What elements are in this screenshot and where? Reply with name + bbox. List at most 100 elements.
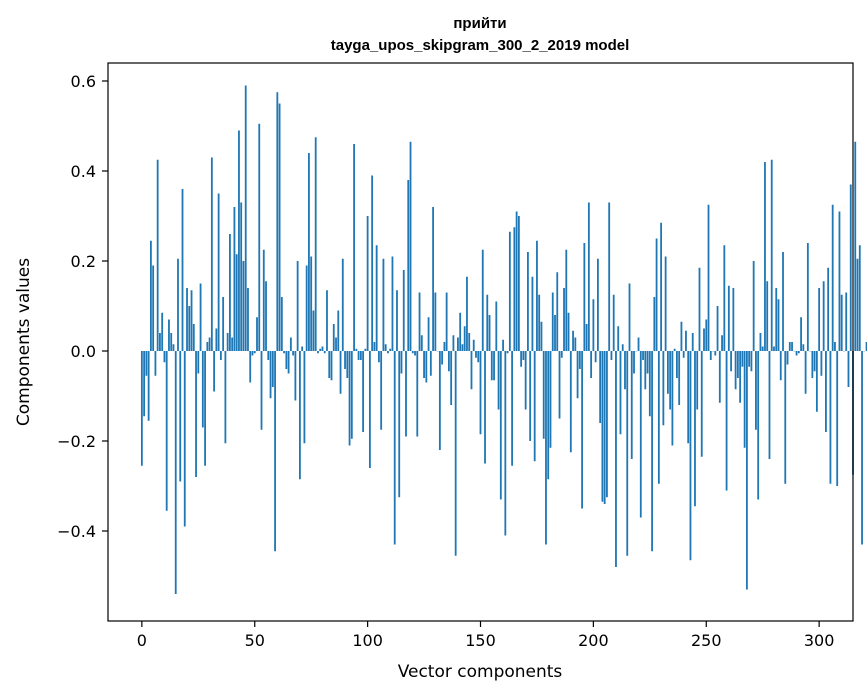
bar-262 [732, 288, 735, 351]
bar-128 [429, 351, 432, 376]
bar-198 [587, 202, 590, 351]
bar-71 [301, 346, 304, 351]
bar-220 [637, 337, 640, 351]
bar-298 [813, 351, 816, 372]
bar-97 [359, 351, 362, 360]
bar-319 [861, 351, 863, 545]
bar-136 [447, 351, 450, 372]
bar-186 [560, 351, 563, 358]
chart-title: прийти [453, 15, 506, 32]
bar-228 [655, 238, 658, 351]
bar-0 [140, 351, 143, 466]
bar-84 [330, 351, 333, 381]
bar-20 [186, 288, 188, 351]
bar-316 [854, 141, 857, 351]
bar-49 [251, 351, 254, 356]
bar-64 [285, 351, 288, 369]
bar-285 [784, 351, 787, 484]
bar-266 [741, 351, 744, 367]
bar-27 [201, 351, 204, 428]
bar-16 [177, 258, 179, 351]
bar-260 [727, 285, 730, 351]
bar-271 [752, 261, 755, 351]
bar-257 [721, 335, 723, 351]
bar-261 [730, 351, 732, 372]
x-tick-label: 50 [245, 631, 265, 650]
bar-133 [441, 351, 444, 365]
bar-174 [533, 351, 536, 462]
bar-80 [321, 346, 324, 351]
x-tick-label: 300 [804, 631, 835, 650]
bar-34 [217, 193, 220, 351]
bar-216 [628, 283, 631, 351]
bar-7 [156, 159, 159, 351]
bar-226 [651, 351, 653, 552]
bar-82 [326, 290, 328, 351]
bar-209 [612, 294, 615, 351]
bar-300 [818, 288, 821, 351]
bar-150 [479, 351, 482, 435]
bar-190 [569, 351, 572, 453]
bar-180 [547, 351, 550, 480]
bar-255 [716, 306, 719, 351]
bar-163 [508, 231, 511, 351]
bar-246 [696, 351, 699, 410]
x-axis-label: Vector components [398, 662, 563, 682]
bar-125 [423, 351, 425, 378]
bar-265 [739, 351, 742, 403]
bar-78 [317, 351, 319, 354]
bar-286 [786, 351, 789, 365]
bar-103 [373, 342, 376, 351]
bar-33 [215, 328, 218, 351]
bar-57 [269, 351, 272, 399]
bar-55 [265, 281, 267, 351]
bar-254 [714, 351, 717, 356]
bar-61 [278, 103, 281, 351]
bar-147 [472, 339, 475, 351]
bar-123 [418, 292, 421, 351]
bar-153 [486, 294, 489, 351]
bar-215 [626, 351, 629, 556]
bar-251 [707, 204, 710, 351]
bar-212 [619, 351, 622, 435]
bar-89 [341, 258, 344, 351]
bar-51 [256, 317, 258, 351]
bar-168 [520, 351, 523, 367]
bar-119 [409, 141, 412, 351]
bar-92 [348, 351, 351, 446]
bar-69 [296, 261, 299, 351]
bar-193 [576, 351, 579, 399]
bar-267 [743, 351, 746, 448]
bar-30 [208, 337, 211, 351]
bar-264 [736, 351, 739, 378]
bar-167 [517, 216, 520, 351]
x-axis-ticks: 0 50 100 150 200 250 300 [137, 621, 835, 650]
bar-231 [662, 351, 665, 426]
bar-225 [648, 351, 651, 417]
bar-259 [725, 351, 728, 491]
bar-181 [549, 351, 552, 448]
bar-81 [323, 351, 326, 354]
bar-43 [238, 130, 240, 351]
bar-179 [545, 351, 547, 545]
bar-182 [551, 292, 554, 351]
bar-126 [425, 351, 428, 383]
x-tick-label: 250 [691, 631, 722, 650]
bar-72 [303, 351, 306, 444]
bar-314 [849, 184, 852, 351]
bar-184 [556, 272, 559, 351]
bar-192 [574, 337, 577, 351]
bar-127 [427, 317, 430, 351]
bar-236 [673, 348, 676, 351]
bar-73 [305, 265, 308, 351]
bar-129 [432, 207, 434, 351]
bar-283 [779, 351, 782, 381]
bar-45 [242, 261, 245, 351]
bar-134 [443, 342, 446, 351]
bar-12 [168, 319, 170, 351]
bar-5 [152, 265, 155, 351]
bar-152 [484, 351, 486, 464]
bar-3 [147, 351, 150, 421]
bar-217 [630, 351, 633, 459]
bar-313 [847, 351, 850, 387]
